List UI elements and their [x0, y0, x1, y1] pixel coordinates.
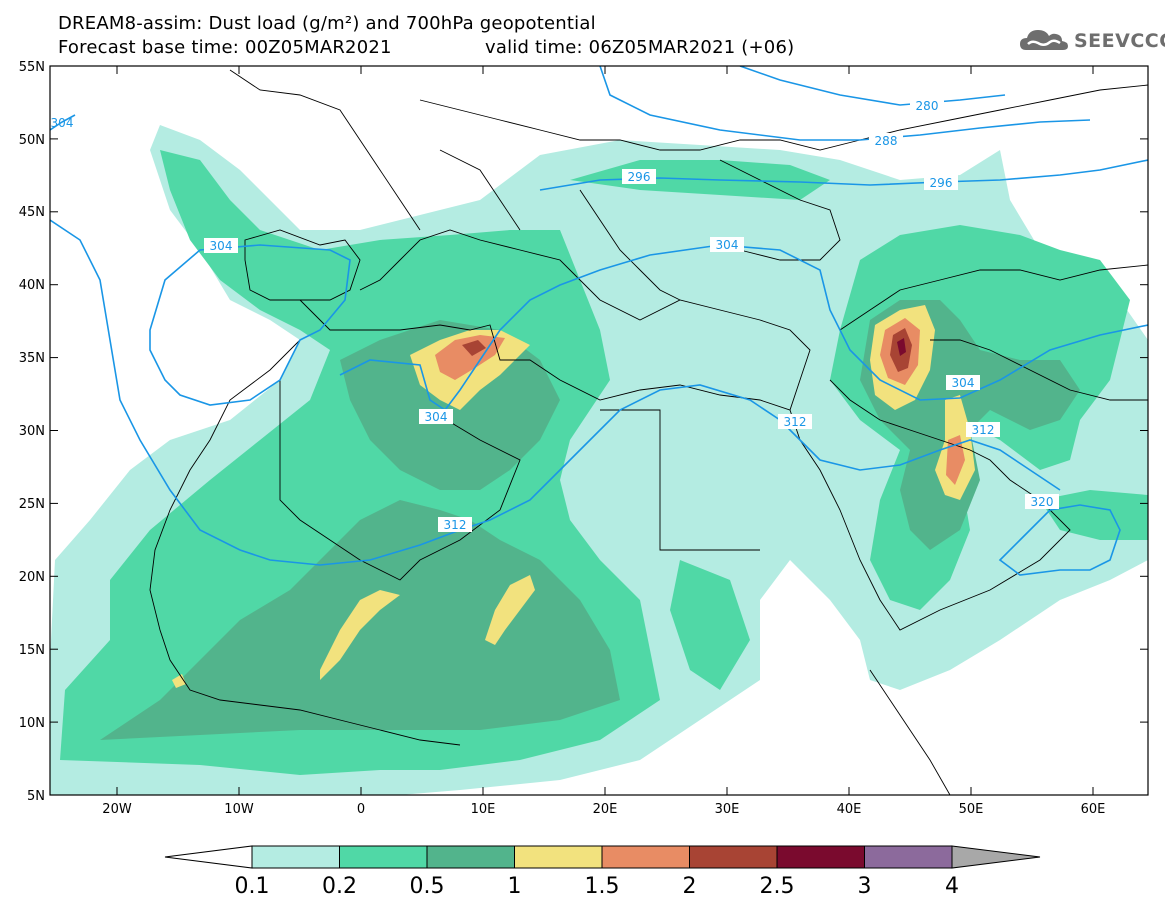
colorbar-cell	[864, 845, 953, 869]
lon-label-20e: 20E	[593, 802, 618, 817]
contour-label-304: 304	[210, 239, 233, 253]
contour-label-280: 280	[916, 99, 939, 113]
contour-label-304e: 304	[51, 116, 74, 130]
forecast-base-time: Forecast base time: 00Z05MAR2021	[58, 37, 392, 58]
lat-label-50n: 50N	[19, 133, 45, 148]
colorbar-label: 2.5	[760, 874, 795, 899]
dust-level-2-5	[897, 338, 906, 356]
contour-label-304c: 304	[425, 410, 448, 424]
lon-label-10w: 10W	[224, 802, 254, 817]
colorbar-label: 4	[945, 874, 959, 899]
colorbar-cell	[339, 845, 428, 869]
contour-label-304b: 304	[716, 238, 739, 252]
lon-label-0: 0	[357, 802, 365, 817]
contour-label-296b: 296	[930, 176, 953, 190]
latitude-labels: 55N 50N 45N 40N 35N 30N 25N 20N 15N 10N …	[19, 60, 45, 804]
colorbar-label: 3	[858, 874, 872, 899]
colorbar-cell	[776, 845, 865, 869]
lon-label-50e: 50E	[959, 802, 984, 817]
colorbar-high-arrow	[951, 845, 1041, 869]
lat-label-30n: 30N	[19, 424, 45, 439]
colorbar-cell	[601, 845, 690, 869]
lon-label-60e: 60E	[1081, 802, 1106, 817]
lat-label-5n: 5N	[27, 789, 45, 804]
contour-label-312: 312	[444, 518, 467, 532]
seevccc-logo: SEEVCCC	[1018, 26, 1165, 56]
forecast-valid-time: valid time: 06Z05MAR2021 (+06)	[485, 37, 795, 58]
cloud-icon	[1020, 30, 1068, 50]
map-title: DREAM8-assim: Dust load (g/m²) and 700hP…	[58, 13, 596, 34]
lat-label-25n: 25N	[19, 497, 45, 512]
lat-label-40n: 40N	[19, 278, 45, 293]
colorbar-label: 0.1	[235, 874, 270, 899]
contour-label-304d: 304	[952, 376, 975, 390]
contour-label-312c: 312	[972, 423, 995, 437]
dust-field	[50, 125, 1148, 795]
lat-label-45n: 45N	[19, 205, 45, 220]
colorbar-label: 1.5	[585, 874, 620, 899]
lon-label-30e: 30E	[715, 802, 740, 817]
logo-text: SEEVCCC	[1074, 30, 1165, 52]
contour-labels: 280 288 296 296 304 304 304 304 304 312 …	[51, 98, 1059, 532]
colorbar-label: 0.5	[410, 874, 445, 899]
colorbar-label: 2	[683, 874, 697, 899]
contour-label-320: 320	[1031, 495, 1054, 509]
axis-ticks	[50, 65, 1148, 796]
colorbar-low-arrow	[164, 845, 253, 869]
coastlines	[149, 69, 1148, 795]
colorbar-cell	[251, 845, 340, 869]
colorbar-label: 0.2	[322, 874, 357, 899]
colorbar-cell	[426, 845, 515, 869]
lat-label-20n: 20N	[19, 570, 45, 585]
contour-label-312b: 312	[784, 415, 807, 429]
geopotential-contours	[50, 66, 1148, 576]
colorbar-label: 1	[508, 874, 522, 899]
longitude-labels: 20W 10W 0 10E 20E 30E 40E 50E 60E	[102, 802, 1105, 817]
colorbar-cell	[514, 845, 603, 869]
contour-label-288: 288	[875, 134, 898, 148]
colorbar-cell	[689, 845, 778, 869]
lat-label-15n: 15N	[19, 643, 45, 658]
contour-label-296: 296	[628, 170, 651, 184]
lat-label-55n: 55N	[19, 60, 45, 75]
lon-label-40e: 40E	[837, 802, 862, 817]
lon-label-10e: 10E	[471, 802, 496, 817]
colorbar: 0.1 0.2 0.5 1 1.5 2 2.5 3 4	[164, 845, 1041, 899]
lat-label-35n: 35N	[19, 351, 45, 366]
lat-label-10n: 10N	[19, 716, 45, 731]
lon-label-20w: 20W	[102, 802, 132, 817]
